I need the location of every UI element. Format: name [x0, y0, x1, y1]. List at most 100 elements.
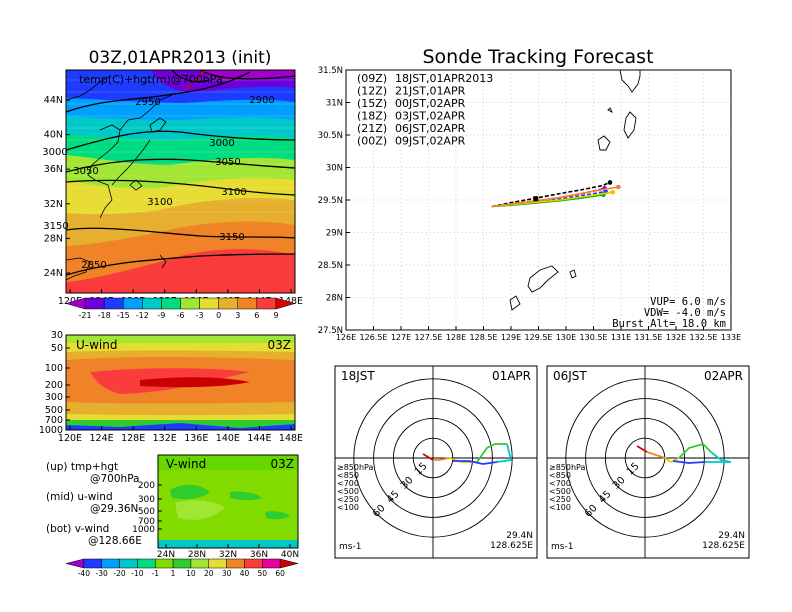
- legend-label: 00JST,02APR: [395, 97, 466, 110]
- side-note-up-1: (up) tmp+hgt: [46, 461, 118, 473]
- v-x-tick-label: 24N: [157, 550, 175, 560]
- contour-label: 3100: [221, 187, 246, 198]
- hodograph-lat: 29.4N: [718, 531, 745, 541]
- hodograph-time: 18JST: [341, 369, 375, 383]
- colorbar-swatch: [237, 297, 258, 310]
- hodograph-level-label: ≥850hPa: [337, 463, 374, 472]
- colorbar-label: 3: [235, 311, 240, 320]
- colorbar-swatch: [199, 297, 219, 310]
- hodograph-level-label: <100: [337, 503, 359, 512]
- colorbar-label: -21: [79, 311, 92, 320]
- u-y-tick-label: 1000: [39, 425, 63, 436]
- wind-colorbar-swatch: [65, 558, 85, 569]
- v-y-tick-label: 500: [138, 507, 155, 517]
- legend-code: (15Z): [357, 97, 387, 110]
- side-note-up-2: @700hPa: [90, 473, 140, 485]
- track-y-tick-label: 31N: [326, 99, 343, 109]
- colorbar-swatch: [256, 297, 277, 310]
- hodograph-trace: [433, 457, 450, 461]
- legend-code: (18Z): [357, 110, 387, 123]
- hodograph-level-label: <500: [337, 487, 359, 496]
- track-map-grid: 126E 126.5E 127E 127.5E 128E 128.5E 129E 129.5E…: [318, 66, 741, 342]
- u-y-tick-label: 200: [45, 380, 63, 391]
- wind-colorbar-swatch: [137, 558, 156, 569]
- hodograph-lon: 128.625E: [490, 541, 533, 551]
- track-x-tick-label: 130.5E: [580, 333, 608, 342]
- track-x-tick-label: 132E: [666, 333, 686, 342]
- v-y-tick-label: 1000: [132, 525, 155, 535]
- track-x-tick-label: 128E: [446, 333, 466, 342]
- colorbar-swatch: [142, 297, 162, 310]
- track-y-tick-label: 28.5N: [318, 261, 343, 271]
- colorbar-swatch: [84, 297, 105, 310]
- temp-colorbar: -21 -18 -15 -12 -9 -6 -3 0 3 6 9: [65, 297, 296, 320]
- vup-text: VUP= 6.0 m/s: [650, 296, 726, 308]
- track-y-tick-label: 27.5N: [318, 326, 343, 336]
- track-info: VUP= 6.0 m/s VDW= -4.0 m/s Burst Alt= 18…: [612, 296, 726, 330]
- burst-point: [607, 180, 613, 185]
- legend-label: 21JST,01APR: [395, 85, 466, 98]
- u-wind-time: 03Z: [268, 338, 292, 352]
- colorbar-label: -6: [177, 311, 185, 320]
- wind-colorbar-swatch: [190, 558, 210, 569]
- colorbar-swatch: [123, 297, 143, 310]
- wind-colorbar-swatch: [119, 558, 138, 569]
- contour-label: 3050: [73, 166, 98, 177]
- hodograph-trace: [422, 453, 434, 461]
- wind-colorbar-label: -20: [113, 569, 125, 578]
- u-x-tick-label: 144E: [247, 433, 271, 444]
- wind-colorbar-swatch: [154, 558, 174, 569]
- u-wind-label: U-wind: [76, 338, 117, 352]
- hodograph-level-label: <500: [549, 487, 571, 496]
- wind-colorbar-swatch: [226, 558, 245, 569]
- legend-code: (21Z): [357, 122, 387, 135]
- hodograph-level-label: <700: [337, 479, 359, 488]
- v-x-tick-label: 32N: [219, 550, 237, 560]
- track-y-tick-label: 29N: [326, 229, 343, 239]
- track-line: [491, 186, 619, 208]
- hodograph-level-label: <850: [549, 471, 571, 480]
- hodograph-trace: [453, 460, 498, 465]
- temp-y-tick-label: 28N: [44, 233, 63, 244]
- colorbar-label: -3: [196, 311, 204, 320]
- temp-y-tick-label: 36N: [44, 164, 63, 175]
- colorbar-label: 6: [254, 311, 259, 320]
- u-x-tick-label: 148E: [279, 433, 303, 444]
- colorbar-swatch: [103, 297, 124, 310]
- colorbar-swatch: [180, 297, 200, 310]
- colorbar-swatch: [161, 297, 181, 310]
- temp-y-tick-label: 32N: [44, 199, 63, 210]
- hodograph-trace: [672, 460, 706, 464]
- temp-map-annotation: temp(C)+hgt(m)@700hPa: [79, 73, 223, 86]
- v-x-tick-label: 40N: [281, 550, 299, 560]
- wind-colorbar-swatch: [262, 558, 281, 569]
- hodograph-trace: [678, 442, 712, 459]
- wind-colorbar-swatch: [279, 558, 299, 569]
- wind-colorbar-label: -40: [78, 569, 90, 578]
- colorbar-label: -12: [136, 311, 149, 320]
- hodograph-level-label: <700: [549, 479, 571, 488]
- u-x-tick-label: 128E: [121, 433, 145, 444]
- wind-colorbar-label: 30: [222, 569, 232, 578]
- wind-colorbar-label: 20: [204, 569, 214, 578]
- burst-point: [610, 189, 616, 195]
- wind-colorbar-swatch: [172, 558, 192, 569]
- contour-label: 2950: [135, 97, 160, 108]
- hodograph-lon: 128.625E: [702, 541, 745, 551]
- track-legend: (09Z) 18JST,01APR2013 (12Z) 21JST,01APR (15Z…: [357, 72, 493, 148]
- track-x-tick-label: 129.5E: [525, 333, 553, 342]
- colorbar-label: -9: [157, 311, 165, 320]
- side-note-mid-1: (mid) u-wind: [46, 491, 113, 503]
- u-wind-field: [66, 335, 295, 430]
- wind-colorbar-label: 50: [258, 569, 268, 578]
- hodograph-frame: [334, 365, 538, 559]
- side-note-bot-1: (bot) v-wind: [46, 523, 109, 535]
- track-y-tick-label: 30.5N: [318, 131, 343, 141]
- contour-label: 3050: [215, 157, 240, 168]
- contour-label: 2900: [249, 95, 274, 106]
- hodograph-trace: [646, 451, 666, 459]
- hodograph-level-label: <250: [549, 495, 571, 504]
